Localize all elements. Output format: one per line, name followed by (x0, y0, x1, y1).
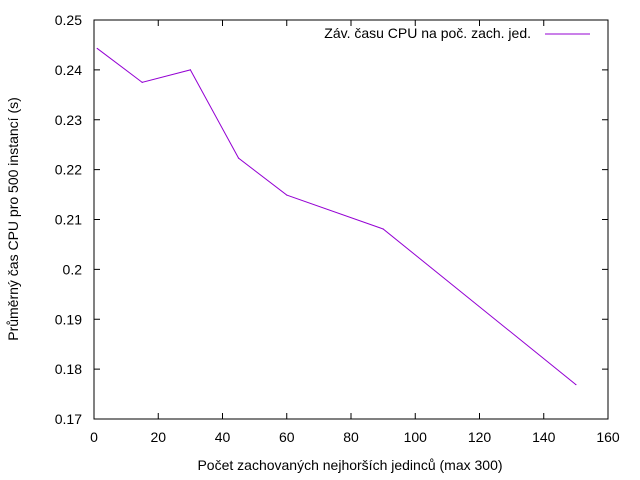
x-axis-label: Počet zachovaných nejhorších jedinců (ma… (197, 457, 502, 473)
data-point (575, 383, 577, 386)
y-tick-label: 0.21 (55, 212, 82, 228)
series-line (96, 48, 577, 385)
x-tick-label: 120 (468, 429, 492, 445)
data-point (189, 69, 191, 71)
y-tick-label: 0.22 (55, 162, 82, 178)
legend-label: Záv. času CPU na poč. zach. jed. (324, 25, 531, 41)
data-point (286, 194, 288, 196)
y-tick-label: 0.24 (55, 62, 82, 78)
x-tick-label: 140 (532, 429, 556, 445)
x-axis: 0 20 40 60 80 100 120 140 160 (90, 20, 620, 445)
plot-frame (93, 19, 609, 420)
data-point (237, 157, 240, 159)
x-tick-label: 80 (343, 429, 359, 445)
data-point (382, 228, 384, 230)
legend: Záv. času CPU na poč. zach. jed. (324, 25, 590, 41)
y-axis: 0.17 0.18 0.19 0.2 0.21 0.22 0.23 0.24 0.25 (55, 12, 608, 427)
y-tick-label: 0.19 (55, 311, 82, 327)
x-tick-label: 0 (90, 429, 98, 445)
x-tick-label: 160 (596, 429, 620, 445)
y-tick-label: 0.2 (63, 261, 83, 277)
x-tick-label: 60 (279, 429, 295, 445)
y-tick-label: 0.25 (55, 12, 82, 28)
x-tick-label: 40 (215, 429, 231, 445)
data-point (96, 47, 98, 50)
y-tick-label: 0.18 (55, 361, 82, 377)
x-tick-label: 100 (404, 429, 428, 445)
y-tick-label: 0.23 (55, 112, 82, 128)
x-tick-label: 20 (150, 429, 166, 445)
series-layer (96, 47, 577, 386)
y-axis-label: Průměrný čas CPU pro 500 instancí (s) (5, 97, 21, 341)
y-tick-label: 0.17 (55, 411, 82, 427)
data-point (141, 81, 143, 83)
